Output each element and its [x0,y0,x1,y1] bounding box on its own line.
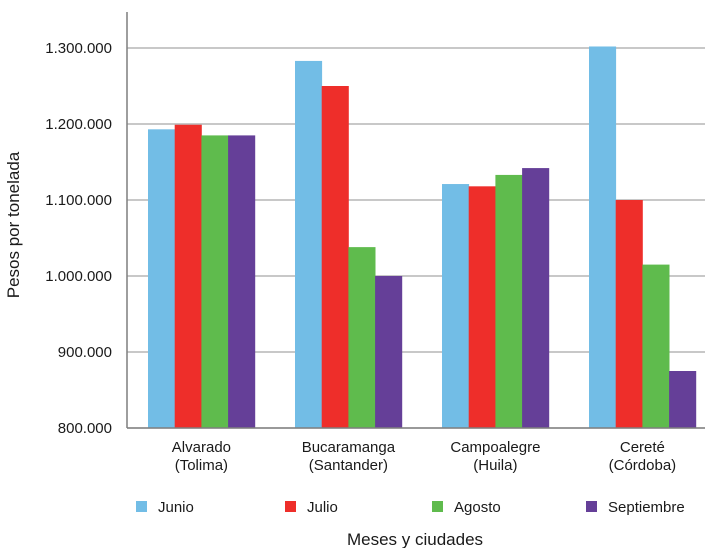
bar-junio-1 [295,60,323,429]
y-axis-title: Pesos por tonelada [4,151,23,298]
bar-septiembre-2 [522,168,550,428]
x-tick-label: Cereté (Córdoba) [609,439,677,474]
legend: Junio Julio Agosto Septiembre [136,499,685,516]
y-tick-labels: 800.000 900.000 1.000.000 1.100.000 1.200.00… [45,40,112,437]
bars [148,46,697,429]
legend-label: Septiembre [608,499,685,516]
bar-julio-0 [174,124,202,428]
bar-julio-2 [468,186,496,428]
legend-swatch [586,501,597,512]
x-tick-label: Bucaramanga (Santander) [302,439,396,474]
bar-septiembre-3 [669,371,697,428]
y-tick-label: 1.000.000 [45,268,112,285]
x-axis-title: Meses y ciudades [347,530,483,548]
y-tick-label: 1.200.000 [45,116,112,133]
bar-agosto-1 [348,247,376,428]
bar-agosto-3 [642,264,670,428]
axes [126,12,705,429]
legend-label: Julio [307,499,338,516]
bar-julio-1 [321,86,349,428]
y-tick-label: 900.000 [58,344,112,361]
legend-swatch [285,501,296,512]
bar-julio-3 [615,200,643,428]
bar-agosto-0 [201,135,229,428]
legend-label: Agosto [454,499,501,516]
legend-label: Junio [158,499,194,516]
x-tick-label: Campoalegre (Huila) [450,439,540,474]
bar-septiembre-0 [228,135,256,428]
y-tick-label: 1.300.000 [45,40,112,57]
legend-swatch [136,501,147,512]
bar-junio-3 [589,46,617,428]
bar-agosto-2 [495,174,523,428]
y-tick-label: 1.100.000 [45,192,112,209]
y-tick-label: 800.000 [58,420,112,437]
legend-swatch [432,501,443,512]
bar-junio-0 [148,129,176,428]
x-tick-label: Alvarado (Tolima) [172,439,231,474]
bar-junio-2 [442,184,470,428]
x-tick-labels: Alvarado (Tolima) Bucaramanga (Santander) Ca… [172,439,676,474]
bar-septiembre-1 [375,276,403,428]
